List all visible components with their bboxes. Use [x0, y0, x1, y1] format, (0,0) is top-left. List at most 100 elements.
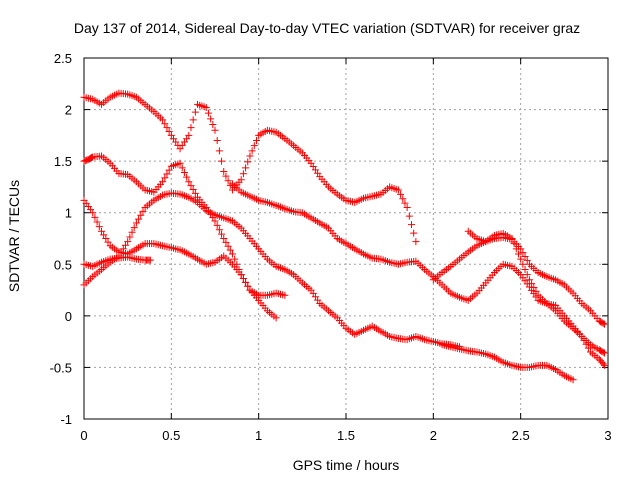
data-point	[528, 280, 536, 288]
data-points	[80, 89, 609, 384]
data-point	[242, 278, 250, 286]
series-track-4	[80, 196, 280, 322]
data-point	[239, 274, 247, 282]
data-point	[100, 231, 108, 239]
data-point	[189, 116, 197, 124]
y-tick-label: 1	[65, 206, 72, 221]
data-point	[95, 223, 103, 231]
data-point	[191, 189, 199, 197]
data-point	[93, 218, 101, 226]
data-point	[521, 253, 529, 261]
data-point	[519, 249, 527, 257]
y-tick-label: -1	[60, 412, 72, 427]
data-point	[403, 204, 411, 212]
data-point	[87, 154, 95, 162]
data-point	[178, 164, 186, 172]
data-point	[187, 124, 195, 132]
y-tick-label: 1.5	[54, 154, 72, 169]
y-tick-label: 2.5	[54, 51, 72, 66]
data-point	[525, 276, 533, 284]
data-point	[510, 240, 518, 248]
data-point	[512, 245, 520, 253]
data-point	[91, 213, 99, 221]
data-point	[139, 207, 147, 215]
data-point	[517, 255, 525, 263]
data-point	[532, 287, 540, 295]
data-point	[128, 228, 136, 236]
data-point	[222, 238, 230, 246]
data-point	[599, 319, 607, 327]
data-point	[185, 178, 193, 186]
data-point	[569, 376, 577, 384]
data-point	[220, 167, 228, 175]
data-point	[211, 217, 219, 225]
data-point	[137, 211, 145, 219]
x-tick-label: 2	[430, 428, 437, 443]
series-track-3	[80, 189, 464, 351]
data-point	[399, 195, 407, 203]
data-point	[228, 250, 236, 258]
data-point	[237, 176, 245, 184]
data-point	[519, 260, 527, 268]
data-point	[408, 221, 415, 229]
data-point	[220, 235, 228, 242]
data-point	[165, 127, 173, 135]
data-point	[272, 314, 280, 322]
data-point	[202, 104, 210, 112]
data-point	[222, 172, 230, 180]
x-tick-label: 1.5	[337, 428, 355, 443]
data-point	[394, 186, 402, 194]
data-point	[226, 246, 234, 254]
data-point	[239, 170, 247, 178]
data-point	[161, 120, 169, 128]
plot-frame	[83, 57, 609, 420]
data-point	[213, 137, 221, 145]
data-point	[176, 159, 184, 167]
data-point	[601, 320, 609, 328]
data-point	[405, 212, 413, 220]
x-tick-label: 1	[255, 428, 262, 443]
data-point	[159, 116, 167, 124]
data-point	[401, 199, 409, 207]
x-axis-label: GPS time / hours	[293, 457, 400, 473]
data-point	[252, 137, 260, 145]
data-point	[218, 157, 226, 165]
data-point	[102, 235, 110, 242]
data-point	[231, 255, 239, 263]
data-point	[209, 121, 217, 129]
data-point	[132, 219, 140, 227]
data-point	[237, 271, 245, 279]
data-point	[248, 147, 256, 155]
data-point	[146, 256, 154, 264]
data-point	[244, 282, 252, 290]
series-track-8	[464, 227, 609, 357]
data-point	[126, 233, 134, 241]
data-point	[163, 170, 171, 178]
series-track-1	[80, 89, 420, 246]
data-point	[211, 126, 219, 134]
data-point	[246, 152, 254, 160]
y-tick-label: 0	[65, 309, 72, 324]
data-point	[163, 124, 171, 132]
data-point	[187, 182, 195, 190]
data-point	[89, 209, 97, 217]
data-point	[97, 227, 105, 235]
data-point	[130, 224, 138, 232]
data-point	[514, 250, 522, 258]
data-point	[281, 291, 289, 299]
x-tick-label: 0	[80, 428, 87, 443]
data-point	[159, 178, 167, 186]
data-point	[180, 168, 188, 176]
axes: 0 0.5 1 1.5 2 2.5 3 2.5 2 1.5 1 0.5 0 -0.5 -1	[50, 51, 612, 443]
data-point	[215, 147, 223, 155]
series-track-7	[429, 233, 609, 328]
data-point	[244, 158, 252, 166]
data-point	[218, 230, 226, 238]
data-point	[530, 283, 538, 291]
series-track-2	[80, 152, 289, 299]
x-tick-label: 2.5	[512, 428, 530, 443]
data-point	[523, 271, 531, 279]
data-point	[224, 177, 232, 185]
data-point	[189, 186, 197, 194]
